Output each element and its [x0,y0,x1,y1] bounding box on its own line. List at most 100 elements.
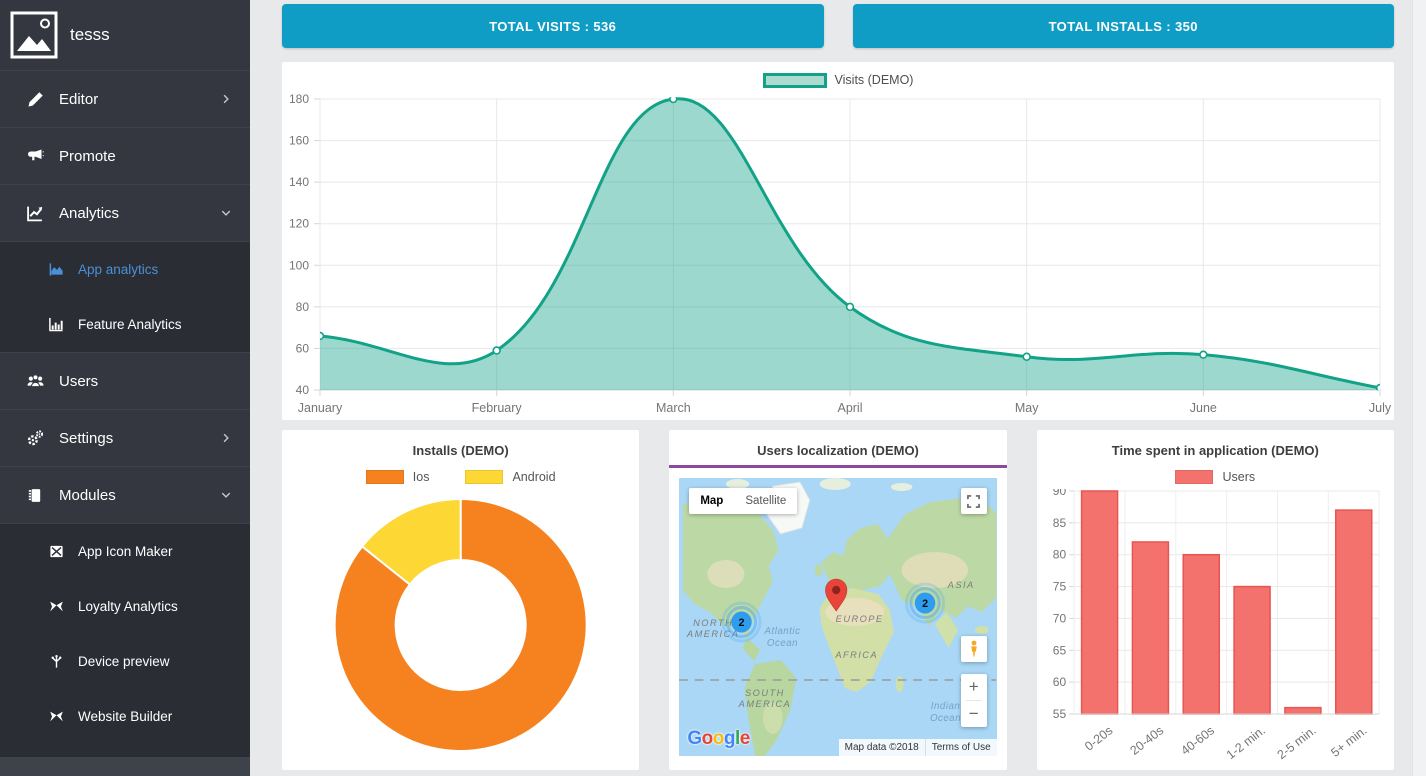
svg-text:160: 160 [289,134,309,148]
sidebar-item-label: Users [59,372,99,390]
sidebar-item-label: Device preview [78,654,170,669]
svg-text:80: 80 [296,300,310,314]
visits-legend[interactable]: Visits (DEMO) [282,62,1394,90]
bowtie-icon [46,708,66,726]
total-visits-banner[interactable]: TOTAL VISITS : 536 [282,4,824,48]
map-attribution: Map data ©2018 Terms of Use [838,739,997,756]
users-legend-label: Users [1222,470,1256,484]
svg-text:60: 60 [296,341,310,355]
cluster-marker[interactable]: 2 [721,601,762,643]
svg-text:85: 85 [1052,516,1066,530]
scrollbar-track[interactable] [1412,0,1426,776]
svg-text:80: 80 [1052,548,1066,562]
time-spent-card: Time spent in application (DEMO) Users 5… [1036,430,1394,770]
sidebar-item-label: Modules [59,486,116,504]
app-title: tesss [70,25,110,44]
svg-text:140: 140 [289,175,309,189]
svg-text:180: 180 [289,92,309,106]
installs-donut-chart [333,498,588,752]
fullscreen-icon [967,494,981,508]
south-america-label: SOUTH [745,688,785,698]
sidebar-item-feature-analytics[interactable]: Feature Analytics [0,297,250,352]
sidebar-item-app-analytics[interactable]: App analytics [0,242,250,297]
sidebar-item-analytics[interactable]: Analytics [0,184,250,241]
time-spent-bar-chart: 55 60 65 70 75 80 85 90 0-20s 20-40s 40-60s 1-2 min… [1052,489,1380,762]
chevron-down-icon [220,489,232,501]
svg-text:AMERICA: AMERICA [738,699,791,709]
sidebar-item-app-icon-maker[interactable]: App Icon Maker [0,524,250,579]
ios-legend-label: Ios [412,470,430,484]
sidebar-item-promote[interactable]: Promote [0,127,250,184]
map-button[interactable]: Map [689,488,735,514]
svg-text:AMERICA: AMERICA [686,629,739,639]
app-logo-icon [9,10,59,60]
localization-card: Users localization (DEMO) [669,430,1007,770]
sidebar-item-editor[interactable]: Editor [0,70,250,127]
total-installs-banner[interactable]: TOTAL INSTALLS : 350 [852,4,1394,48]
svg-text:July: July [1369,401,1392,415]
svg-text:2: 2 [922,598,928,610]
sidebar: tesss Editor Promote Analytics App analy… [0,0,250,776]
chip-icon [25,486,45,504]
visits-legend-label: Visits (DEMO) [834,73,914,87]
branch-icon [46,653,66,671]
sidebar-item-device-preview[interactable]: Device preview [0,634,250,689]
sidebar-item-loyalty-analytics[interactable]: Loyalty Analytics [0,579,250,634]
svg-text:60: 60 [1052,675,1066,689]
svg-text:April: April [837,401,862,415]
svg-text:2-5 min.: 2-5 min. [1274,723,1318,762]
cluster-marker[interactable]: 2 [905,582,946,624]
users-icon [25,372,45,390]
svg-text:90: 90 [1052,489,1066,498]
satellite-button[interactable]: Satellite [734,488,798,514]
svg-text:40-60s: 40-60s [1178,723,1217,758]
sidebar-item-modules[interactable]: Modules [0,466,250,523]
area-chart-icon [46,261,66,279]
pegman-icon [970,640,977,657]
fullscreen-button[interactable] [960,488,987,514]
svg-text:5+ min.: 5+ min. [1328,723,1369,759]
zoom-in-button[interactable]: + [968,677,979,696]
bowtie-icon [46,598,66,616]
google-map[interactable]: NORTH AMERICA SOUTH AMERICA EUROPE AFRIC… [679,478,997,756]
svg-text:20-40s: 20-40s [1127,723,1166,758]
svg-text:June: June [1190,401,1217,415]
svg-text:100: 100 [289,258,309,272]
gears-icon [25,429,45,447]
svg-text:Ocean: Ocean [930,713,961,724]
analytics-submenu: App analytics Feature Analytics [0,241,250,352]
svg-text:1-2 min.: 1-2 min. [1223,723,1267,762]
google-logo[interactable]: Google [687,728,750,749]
africa-label: AFRICA [835,650,879,660]
svg-text:75: 75 [1052,580,1066,594]
svg-text:May: May [1015,401,1039,415]
megaphone-icon [25,147,45,165]
sidebar-item-label: App Icon Maker [78,544,173,559]
europe-label: EUROPE [836,614,884,624]
pegman-button[interactable] [960,636,987,662]
sidebar-footer [0,757,250,776]
android-legend-label: Android [512,470,556,484]
modules-submenu: App Icon Maker Loyalty Analytics Device … [0,523,250,757]
sidebar-item-settings[interactable]: Settings [0,409,250,466]
time-spent-legend[interactable]: Users [1047,465,1384,489]
sidebar-item-users[interactable]: Users [0,352,250,409]
map-pin[interactable] [825,578,848,612]
chevron-right-icon [220,93,232,105]
svg-text:February: February [472,401,523,415]
bar-chart-icon [46,316,66,334]
terms-of-use-link[interactable]: Terms of Use [924,739,997,756]
app-logo[interactable]: tesss [0,0,250,70]
sidebar-item-label: Feature Analytics [78,317,182,332]
map-data-copyright: Map data ©2018 [838,739,925,756]
svg-text:70: 70 [1052,611,1066,625]
zoom-out-button[interactable]: − [968,704,979,723]
sidebar-item-website-builder[interactable]: Website Builder [0,689,250,744]
pencil-icon [25,90,45,108]
svg-text:40: 40 [296,383,310,397]
boxed-x-icon [46,543,66,561]
svg-text:Ocean: Ocean [767,638,798,649]
visits-legend-swatch [762,72,827,88]
sidebar-item-label: Loyalty Analytics [78,599,178,614]
installs-legend[interactable]: Ios Android [292,465,629,489]
